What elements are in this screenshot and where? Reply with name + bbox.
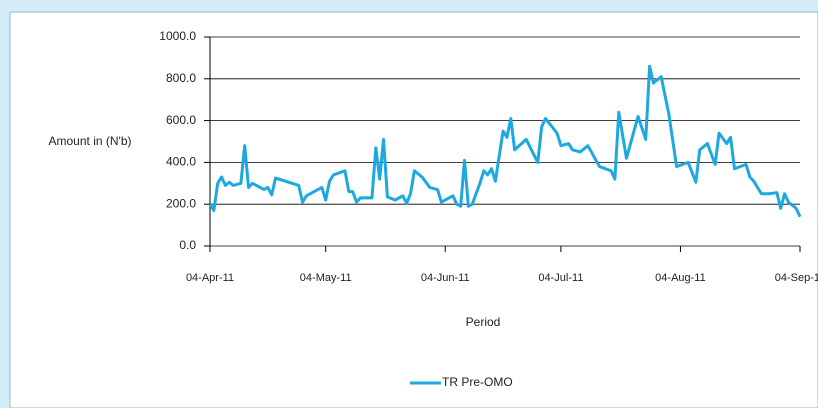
y-axis-label: Amount in (N'b) (49, 134, 132, 148)
chart-panel (9, 11, 818, 408)
x-tick-label: 04-Apr-11 (186, 272, 234, 284)
x-tick-label: 04-May-11 (300, 272, 352, 284)
y-tick-label: 400.0 (166, 155, 196, 169)
y-tick-label: 200.0 (166, 196, 196, 210)
x-tick-label: 04-Jul-11 (538, 272, 583, 284)
x-tick-label: 04-Sep-11 (775, 272, 818, 284)
data-line (208, 64, 802, 218)
legend-label: TR Pre-OMO (442, 375, 513, 389)
y-tick-label: 0.0 (179, 238, 196, 252)
y-tick-label: 800.0 (166, 71, 196, 85)
x-tick-label: 04-Aug-11 (655, 272, 706, 284)
x-axis-label: Period (466, 315, 501, 329)
y-tick-label: 600.0 (166, 113, 196, 127)
x-tick-label: 04-Jun-11 (421, 272, 470, 284)
y-tick-label: 1000.0 (159, 29, 196, 43)
